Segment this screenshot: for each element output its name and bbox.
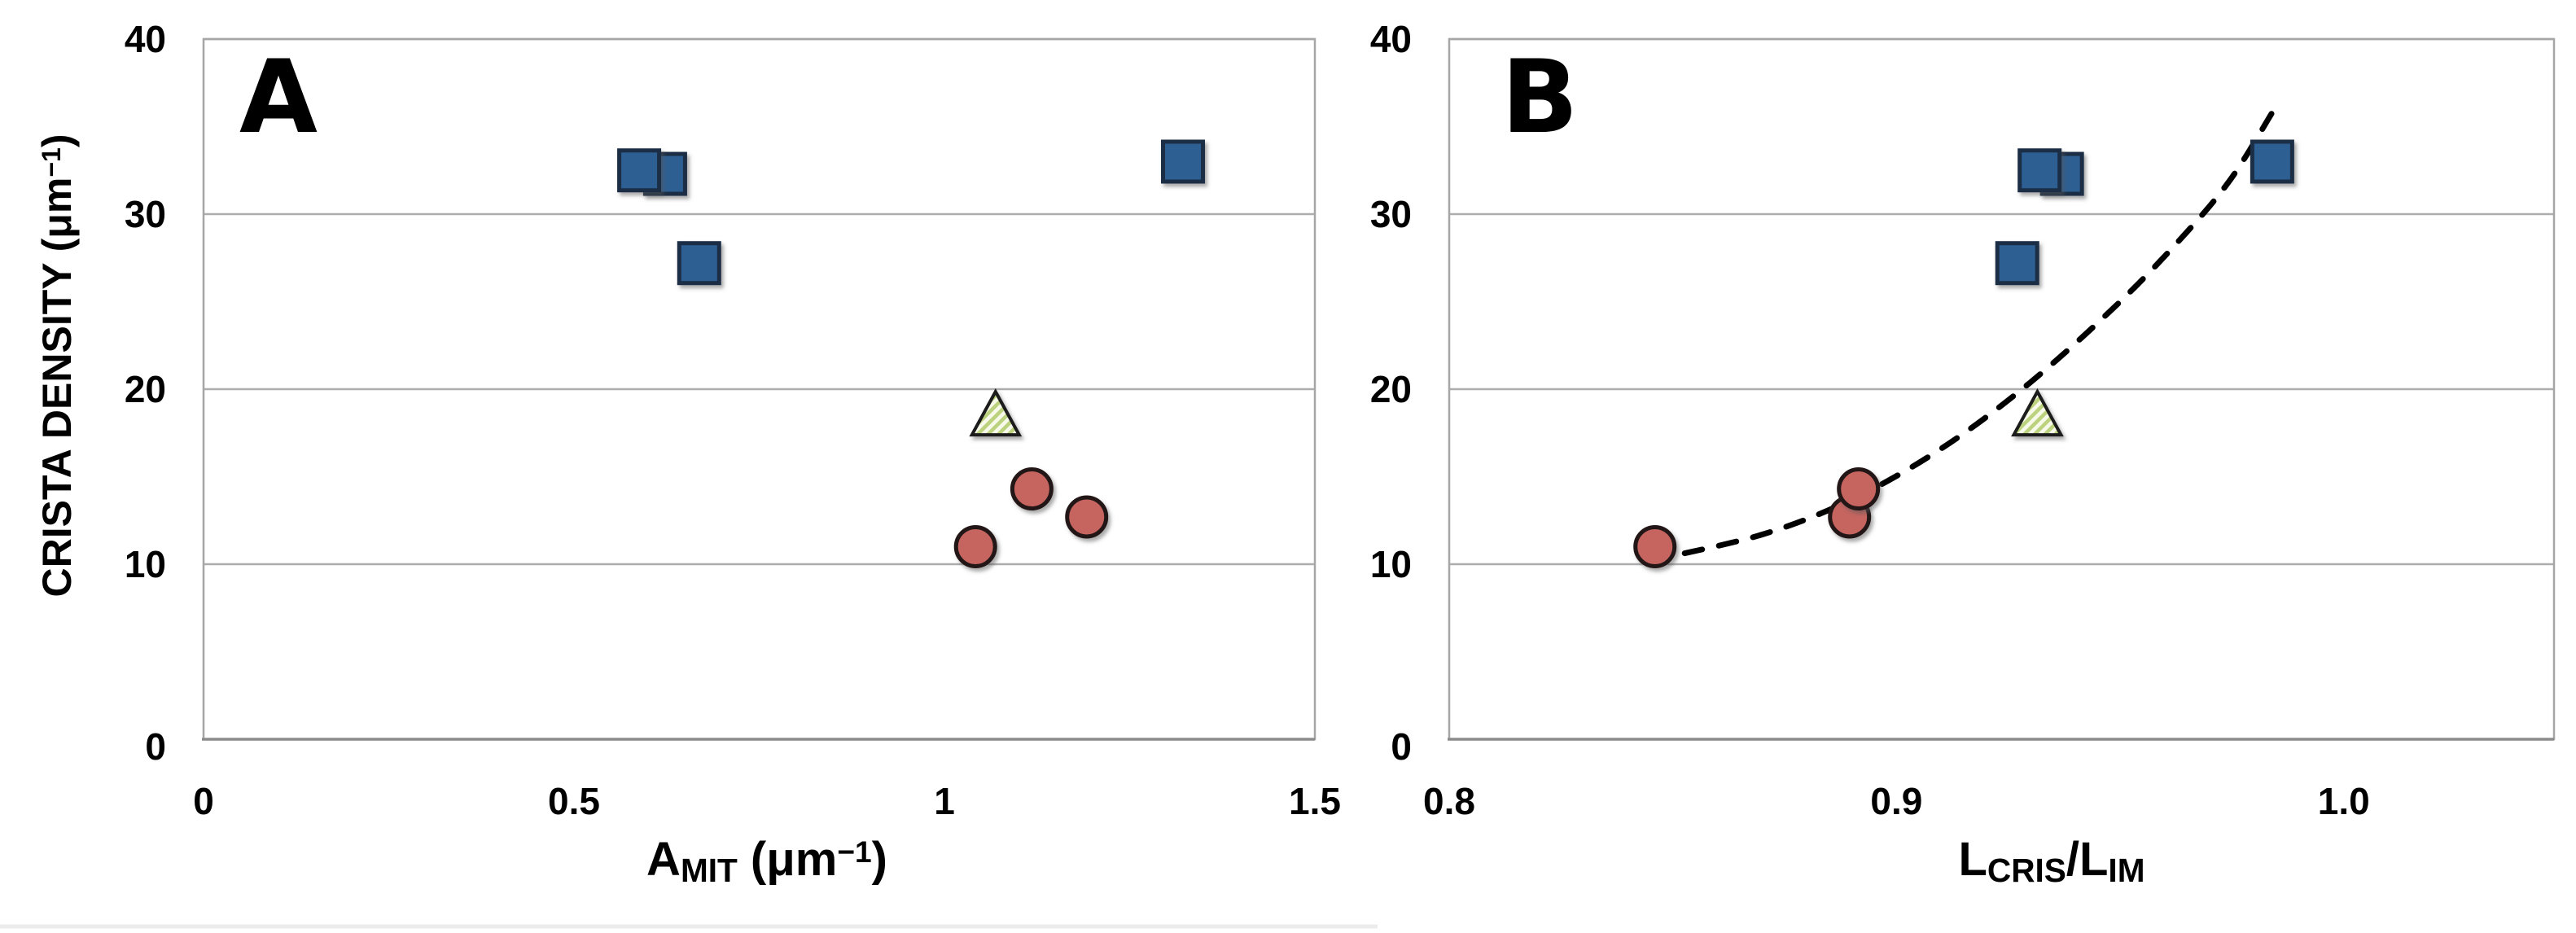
title-subscript: MIT xyxy=(680,852,738,890)
series-squares xyxy=(617,139,1206,286)
title-text: ) xyxy=(34,134,80,148)
series-circles xyxy=(953,467,1109,568)
square-marker xyxy=(2017,148,2062,193)
series-squares xyxy=(1995,139,2294,286)
circle-marker xyxy=(1633,525,1677,568)
title-text: L xyxy=(1958,833,1987,886)
title-text: /L xyxy=(2066,833,2109,886)
y-tick-label: 0 xyxy=(1391,725,1412,768)
triangle-marker xyxy=(2011,388,2064,437)
x-tick-label: 0.8 xyxy=(1423,780,1475,822)
circle-marker xyxy=(1837,467,1881,511)
panel-label-b: B xyxy=(1501,39,1579,156)
series-triangle xyxy=(2011,388,2064,437)
title-text: μm xyxy=(34,177,80,239)
y-tick-label: 20 xyxy=(125,368,166,410)
panel-a: 0 10 20 30 40 0 0.5 1 1.5 xyxy=(125,18,1341,822)
x-tick-label: 1.0 xyxy=(2318,780,2370,822)
x-tick-label: 1.5 xyxy=(1289,780,1341,822)
y-tick-label: 40 xyxy=(1370,18,1412,60)
square-marker xyxy=(677,241,721,286)
y-tick-label: 30 xyxy=(1370,193,1412,235)
trend-line xyxy=(1647,109,2276,564)
title-text: A xyxy=(646,833,681,886)
title-subscript: CRIS xyxy=(1987,852,2066,890)
title-text: ) xyxy=(871,833,887,886)
triangle-marker xyxy=(969,388,1023,437)
series-circles xyxy=(1633,467,1881,568)
panel-b: 0 10 20 30 40 0.8 0.9 1.0 xyxy=(1370,18,2556,822)
title-superscript: −1 xyxy=(837,834,872,869)
x-tick-label: 1 xyxy=(934,780,955,822)
square-marker xyxy=(2250,139,2294,184)
title-subscript: IM xyxy=(2108,852,2145,890)
title-superscript: −1 xyxy=(36,147,66,177)
y-tick-label: 0 xyxy=(145,725,166,768)
y-tick-label: 10 xyxy=(125,543,166,585)
y-tick-label: 20 xyxy=(1370,368,1412,410)
x-axis-title-a: AMIT (μm−1) xyxy=(319,833,1215,890)
circle-marker xyxy=(953,525,997,568)
panel-label-a: A xyxy=(239,39,318,156)
y-axis-title: CRISTA DENSITY (μm−1) xyxy=(24,14,90,717)
y-tick-label: 30 xyxy=(125,193,166,235)
title-text: CRISTA DENSITY ( xyxy=(34,238,80,598)
circle-marker xyxy=(1010,467,1054,511)
x-tick-label: 0.5 xyxy=(548,780,600,822)
x-axis-title-b: LCRIS/LIM xyxy=(1604,833,2499,890)
series-triangle xyxy=(969,388,1023,437)
square-marker xyxy=(1995,241,2039,286)
y-tick-label: 40 xyxy=(125,18,166,60)
circle-marker xyxy=(1065,495,1109,539)
y-tick-label: 10 xyxy=(1370,543,1412,585)
square-marker xyxy=(617,148,662,193)
x-tick-label: 0.9 xyxy=(1870,780,1922,822)
square-marker xyxy=(1161,139,1206,184)
x-tick-label: 0 xyxy=(193,780,214,822)
title-text: (μm xyxy=(737,833,838,886)
